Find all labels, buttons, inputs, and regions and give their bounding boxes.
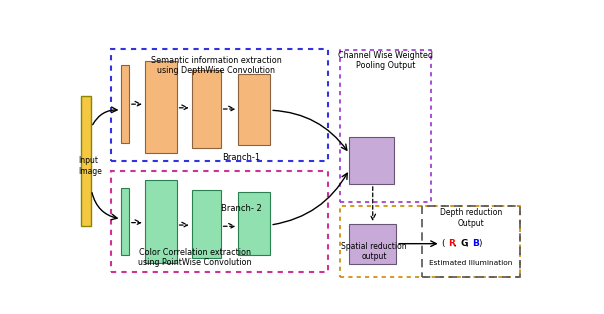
Bar [239,192,270,255]
Text: Depth reduction
Output: Depth reduction Output [440,208,502,228]
Text: Color Correlation extraction
using PointWise Convolution: Color Correlation extraction using Point… [138,248,252,268]
Bar [121,187,129,255]
Text: Input
Image: Input Image [79,156,102,176]
Text: Semantic information extraction
using DepthWise Convolution: Semantic information extraction using De… [150,56,281,75]
Text: ,: , [454,239,460,248]
Text: ): ) [478,239,481,248]
Text: (: ( [442,239,445,248]
Bar [349,224,396,264]
Bar [145,180,176,263]
Text: Branch- 2: Branch- 2 [221,204,262,213]
Text: G: G [460,239,467,248]
Text: B: B [472,239,479,248]
Bar [340,206,520,277]
Bar [422,206,520,277]
Bar [340,50,431,202]
Bar [349,137,394,184]
Bar [191,70,220,148]
Bar [191,190,220,258]
Bar [145,61,176,153]
Bar [121,66,129,143]
Bar [111,171,329,272]
Text: Spatial reduction
output: Spatial reduction output [341,242,407,261]
Text: ,: , [466,239,472,248]
Bar [239,74,270,145]
Text: R: R [448,239,455,248]
Text: Channel Wise Weighted
Pooling Output: Channel Wise Weighted Pooling Output [338,51,433,70]
Text: Estimated Illumination: Estimated Illumination [429,260,513,266]
Bar [111,49,329,161]
Text: Branch-1: Branch-1 [223,153,261,162]
Bar [81,96,91,226]
